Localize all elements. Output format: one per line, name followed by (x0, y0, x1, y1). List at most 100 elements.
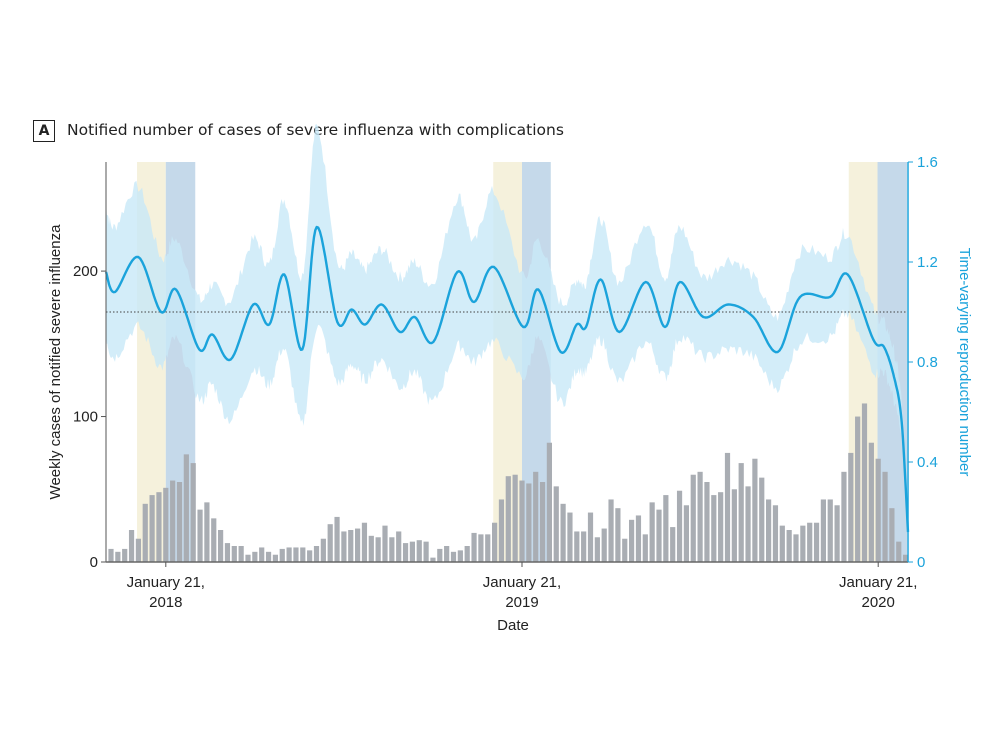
y-tick-label-right: 1.2 (917, 254, 938, 271)
bar (149, 495, 155, 562)
bar (204, 502, 210, 562)
bar (656, 509, 662, 562)
bar (697, 471, 703, 562)
x-tick-label-line2: 2020 (862, 594, 895, 611)
y-tick-label-right: 1.6 (917, 154, 938, 171)
bar (807, 522, 813, 562)
bar (382, 525, 388, 562)
bar (307, 550, 313, 562)
bar (320, 538, 326, 562)
y-tick-label-left: 200 (73, 263, 98, 280)
bar (786, 530, 792, 562)
bar (581, 531, 587, 562)
bar (670, 527, 676, 562)
bar (793, 534, 799, 562)
bar (135, 538, 142, 562)
bar (313, 546, 320, 562)
y-tick-label-left: 0 (90, 554, 98, 571)
bar (601, 528, 607, 562)
y-axis-label-right: Time-varying reproduction number (956, 248, 973, 477)
bar (478, 534, 484, 562)
bar (752, 458, 758, 562)
y-tick-label-right: 0.8 (917, 354, 938, 371)
bar (361, 522, 368, 562)
bar (341, 531, 347, 562)
bar (375, 537, 381, 562)
bar (156, 492, 162, 562)
bar (115, 551, 121, 562)
bar (663, 495, 669, 562)
bar (498, 499, 505, 562)
bar (437, 548, 443, 562)
bar (259, 547, 265, 562)
bar (327, 524, 333, 562)
bar (142, 503, 148, 562)
bar (416, 540, 422, 562)
bar (567, 512, 573, 562)
bar (772, 505, 779, 562)
bar (402, 543, 409, 562)
bar-series (108, 403, 909, 562)
x-axis-label: Date (497, 617, 529, 634)
x-tick-label-line1: January 21, (483, 574, 561, 591)
x-tick-label-line1: January 21, (839, 574, 917, 591)
bar (457, 550, 463, 562)
y-tick-label-left: 100 (73, 409, 98, 426)
bar (779, 525, 785, 562)
bar (464, 546, 470, 562)
bar (389, 537, 395, 562)
bar (409, 541, 416, 562)
bar (629, 519, 635, 562)
bar (163, 487, 169, 562)
bar (355, 528, 361, 562)
bar (642, 534, 648, 562)
bar (683, 505, 690, 562)
bar (348, 530, 354, 562)
x-tick-label-line1: January 21, (127, 574, 205, 591)
bar (512, 474, 518, 562)
bar (731, 489, 737, 562)
bar (745, 486, 751, 562)
bar (649, 502, 655, 562)
bar (820, 499, 827, 562)
rt-ci-band (106, 124, 908, 549)
bar (813, 522, 820, 562)
rt-line (104, 225, 910, 533)
bar (211, 518, 217, 562)
bar (430, 557, 436, 562)
x-tick-label-line2: 2018 (149, 594, 182, 611)
bar (622, 538, 628, 562)
bar (553, 486, 559, 562)
bar (224, 543, 231, 562)
bar (190, 463, 196, 562)
bar (176, 482, 183, 562)
bar (485, 534, 491, 562)
bar (265, 551, 272, 562)
y-axis-label-left: Weekly cases of notified severe influenz… (47, 224, 64, 500)
bar (868, 442, 874, 562)
bar (841, 471, 847, 562)
bar (471, 532, 477, 562)
bar (539, 482, 546, 562)
bar (676, 490, 683, 562)
bar (444, 546, 450, 562)
bar (197, 509, 203, 562)
bar (183, 454, 189, 562)
bar (882, 471, 888, 562)
bar (875, 458, 881, 562)
bar (368, 535, 374, 562)
bar (122, 548, 128, 562)
x-tick-label-line2: 2019 (505, 594, 538, 611)
bar (800, 525, 806, 562)
bar (574, 531, 580, 562)
bar (128, 530, 135, 562)
bar (594, 537, 600, 562)
y-tick-label-right: 0 (917, 554, 925, 571)
bar (526, 483, 532, 562)
bar (759, 477, 765, 562)
rt-line-group (104, 225, 910, 533)
axes: 0 100 200 0 0.4 0.8 1.2 1.6 January 21, 2018 Janua… (73, 154, 938, 611)
bar (450, 551, 457, 562)
bar (903, 554, 909, 562)
